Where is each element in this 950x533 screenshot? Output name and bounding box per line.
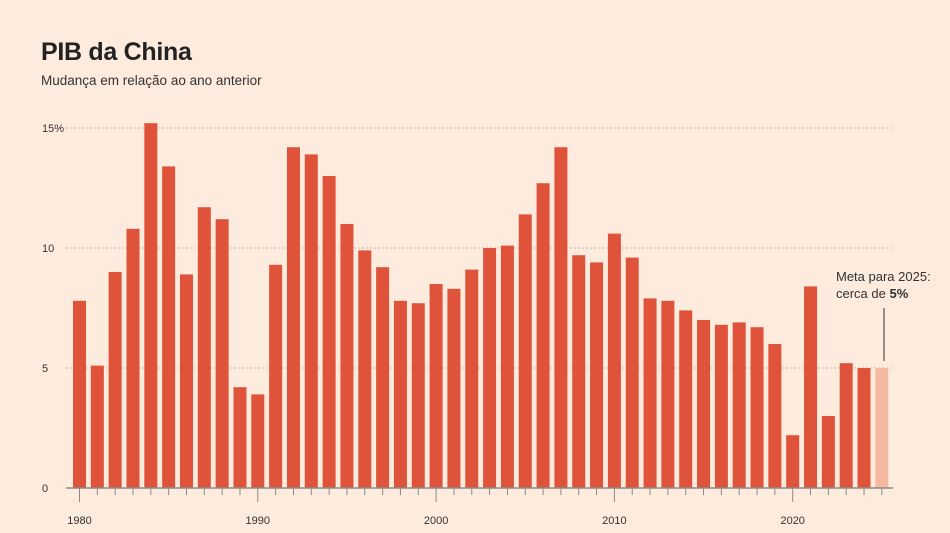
bar-1989 [233,387,247,488]
bar-2016 [714,324,728,488]
bar-1982 [108,272,122,488]
bar-2010 [607,233,621,488]
bar-1985 [162,166,176,488]
bar-2017 [732,322,746,488]
bar-1983 [126,228,140,489]
bar-2025 [875,368,889,488]
bar-1998 [393,300,407,488]
annotation-bold: 5% [889,286,908,301]
bar-1996 [358,250,372,488]
bar-2005 [518,214,532,488]
bar-2024 [857,368,871,488]
bar-1994 [322,176,336,488]
chart-subtitle: Mudança em relação ao ano anterior [41,73,262,88]
y-tick-label: 10 [42,243,54,255]
bar-1995 [340,224,354,488]
bar-1986 [179,274,193,488]
x-tick-label: 1990 [246,515,270,527]
y-tick-label: 0 [42,483,48,495]
y-tick-label: 15% [42,123,64,135]
bar-1987 [197,207,211,488]
bar-1999 [411,303,425,488]
bar-2002 [465,269,479,488]
x-tick-label: 2020 [780,515,804,527]
x-tick-label: 2000 [424,515,448,527]
bar-1991 [269,264,283,488]
bar-2014 [679,310,693,488]
bar-2008 [572,255,586,488]
bar-2022 [821,416,835,488]
bar-1981 [90,365,104,488]
bar-1988 [215,219,229,488]
bar-2006 [536,183,550,488]
bar-1997 [376,267,390,488]
bar-2001 [447,288,461,488]
bar-2018 [750,327,764,488]
bar-2000 [429,284,443,488]
bar-2004 [500,245,514,488]
bar-2011 [625,257,639,488]
bar-2007 [554,147,568,488]
bar-2012 [643,298,657,488]
bar-2013 [661,300,675,488]
annotation-prefix: cerca de [836,286,889,301]
bar-2020 [786,435,800,488]
bar-2023 [839,363,853,488]
bar-1980 [73,300,86,488]
bar-1984 [144,123,158,488]
bar-1990 [251,394,265,488]
bar-2015 [697,320,711,488]
chart-title: PIB da China [41,38,192,66]
y-tick-label: 5 [42,363,48,375]
annotation-line2: cerca de 5% [836,286,909,301]
annotation-line1: Meta para 2025: [836,269,931,284]
bar-1993 [304,154,318,488]
bar-1992 [286,147,300,488]
x-tick-label: 1980 [67,515,91,527]
bar-2021 [804,286,818,488]
bar-2019 [768,344,782,488]
bar-2003 [483,248,497,488]
bar-2009 [590,262,604,488]
x-tick-label: 2010 [602,515,626,527]
